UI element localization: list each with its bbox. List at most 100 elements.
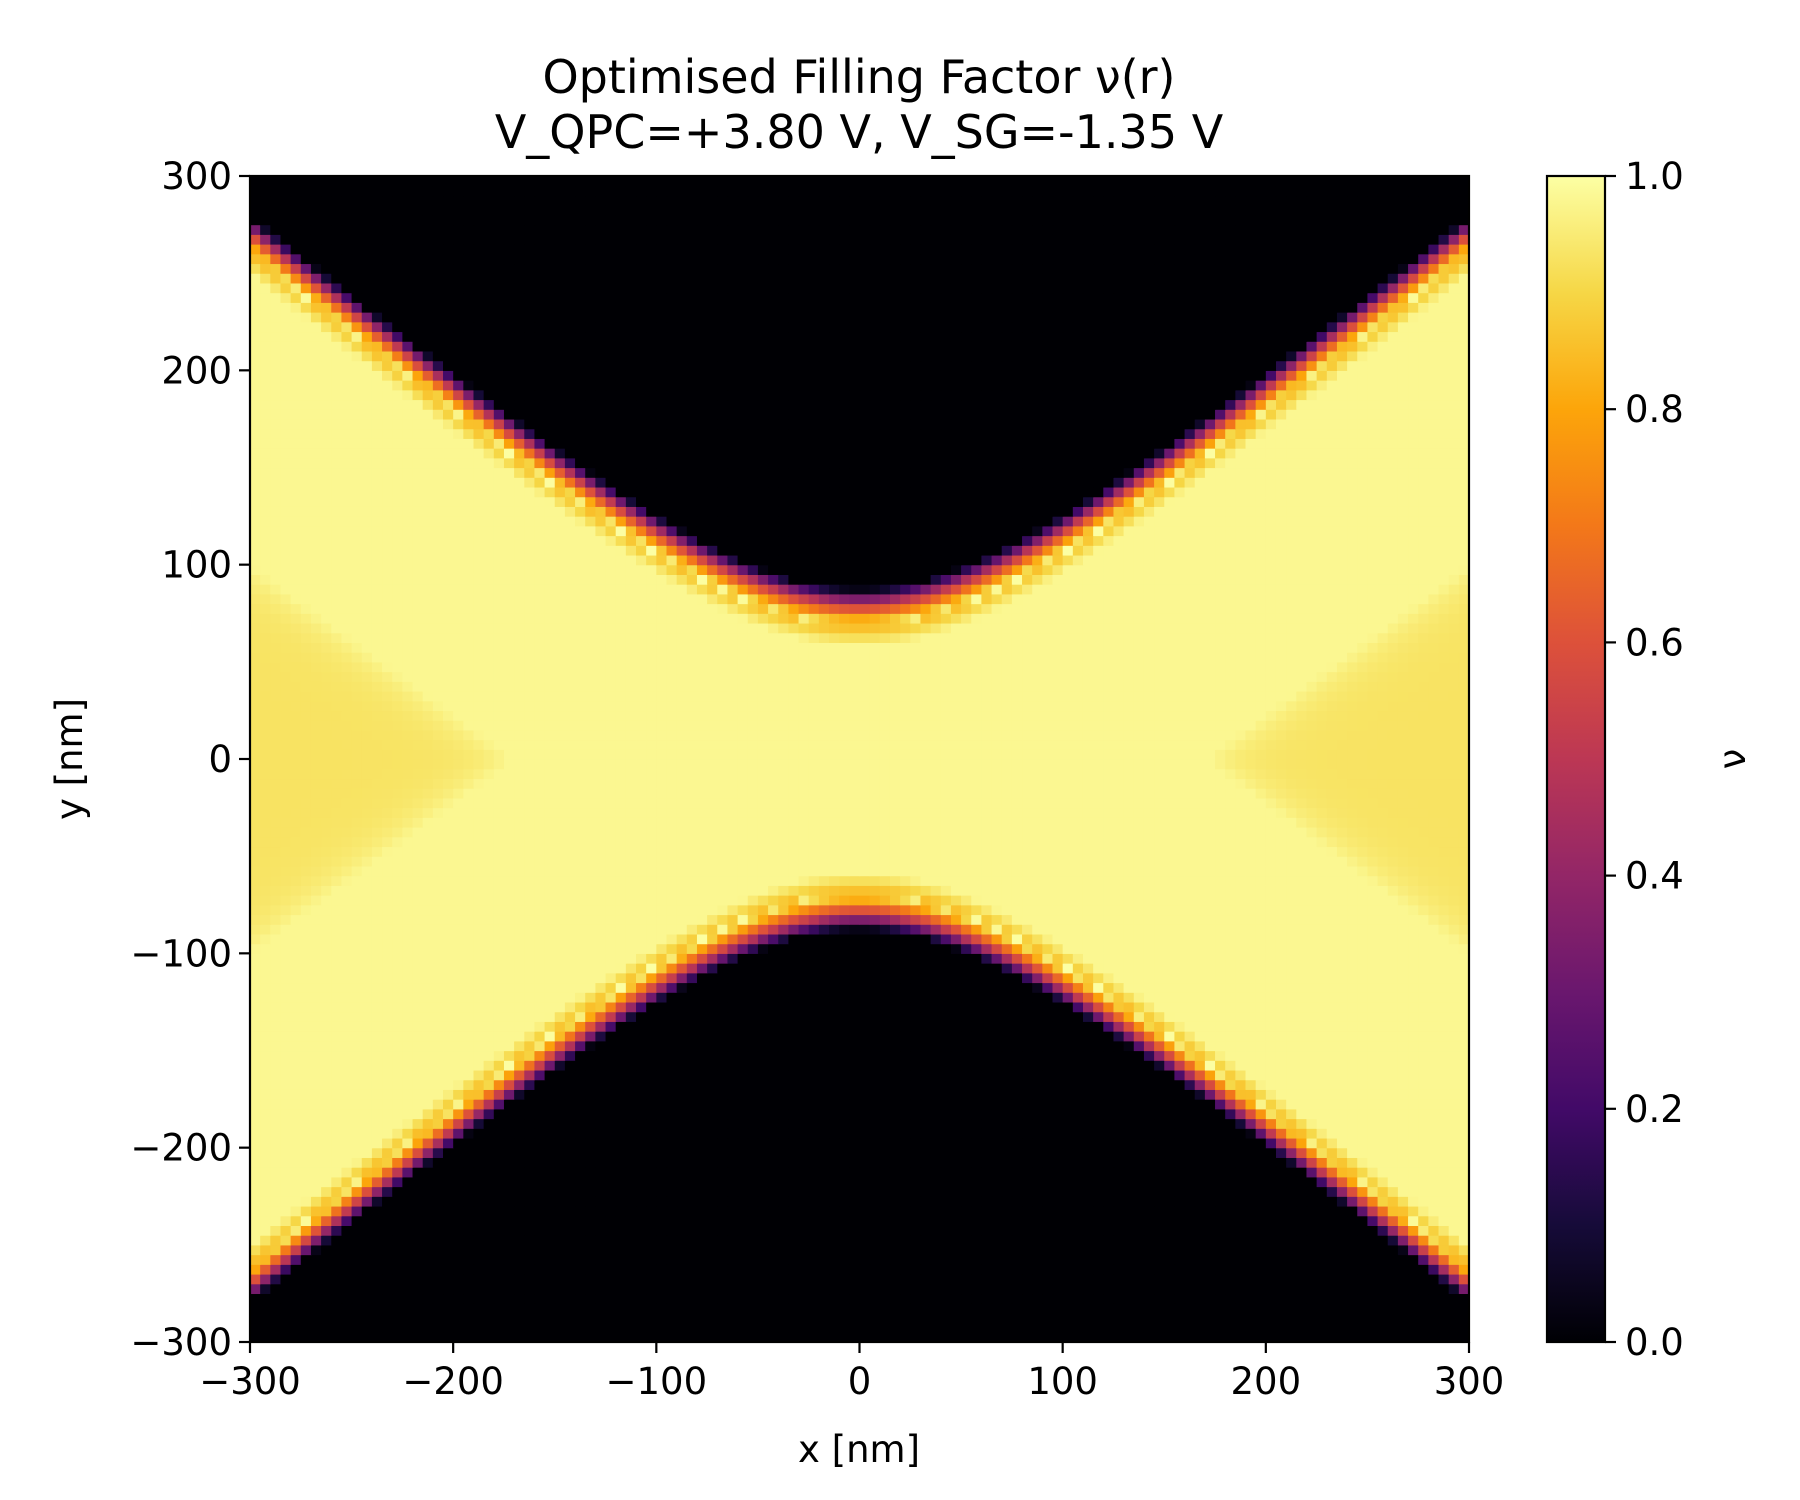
heatmap-cell [1113, 943, 1125, 954]
heatmap-cell [1286, 1128, 1297, 1139]
heatmap-cell [503, 1273, 515, 1285]
heatmap-cell [1265, 1254, 1277, 1265]
heatmap-cell [1164, 1225, 1176, 1236]
heatmap-cell [1174, 1011, 1186, 1022]
heatmap-cell [625, 1186, 637, 1197]
heatmap-cell [1286, 943, 1297, 954]
heatmap-cell [1316, 1147, 1328, 1158]
heatmap-cell [818, 1089, 830, 1100]
heatmap-cell [300, 1157, 312, 1168]
heatmap-cell [778, 1031, 789, 1042]
heatmap-cell [636, 943, 647, 954]
heatmap-cell [1306, 1196, 1318, 1207]
heatmap-cell [361, 1235, 373, 1246]
heatmap-cell [412, 1283, 424, 1295]
heatmap-cell [382, 1186, 393, 1197]
heatmap-cell [1052, 1186, 1064, 1197]
heatmap-cell [1042, 1254, 1054, 1265]
heatmap-cell [737, 1118, 749, 1129]
heatmap-cell [1387, 1069, 1399, 1081]
heatmap-cell [280, 1215, 292, 1226]
heatmap-cell [443, 1001, 454, 1013]
heatmap-cell [463, 982, 475, 993]
heatmap-cell [1235, 1167, 1247, 1178]
heatmap-cell [1011, 1021, 1023, 1032]
heatmap-cell [1011, 963, 1023, 974]
heatmap-cell [768, 1040, 779, 1052]
heatmap-cell [422, 1205, 434, 1217]
heatmap-cell [1164, 1137, 1176, 1149]
heatmap-cell [981, 1244, 993, 1256]
heatmap-cell [1316, 1099, 1328, 1110]
heatmap-cell [961, 1312, 972, 1324]
heatmap-cell [1052, 1147, 1064, 1158]
heatmap-cell [392, 972, 403, 984]
heatmap-cell [717, 992, 729, 1003]
heatmap-cell [321, 1225, 332, 1236]
heatmap-cell [341, 1264, 353, 1275]
heatmap-cell [666, 1176, 678, 1188]
heatmap-cell [920, 1108, 932, 1120]
heatmap-cell [1418, 1157, 1429, 1168]
heatmap-cell [321, 1264, 332, 1275]
heatmap-cell [371, 1021, 383, 1032]
heatmap-cell [493, 1264, 505, 1275]
heatmap-cell [1418, 1147, 1429, 1158]
heatmap-cell [575, 1157, 586, 1168]
heatmap-cell [829, 1186, 840, 1197]
heatmap-cell [1011, 1089, 1023, 1100]
heatmap-cell [1082, 1293, 1094, 1304]
heatmap-cell [1306, 1283, 1318, 1295]
heatmap-cell [737, 1147, 749, 1158]
heatmap-cell [544, 1205, 556, 1217]
heatmap-cell [483, 1128, 495, 1139]
heatmap-cell [829, 1235, 840, 1246]
heatmap-cell [1184, 1186, 1196, 1197]
heatmap-cell [869, 1215, 881, 1226]
heatmap-cell [757, 1079, 769, 1090]
heatmap-cell [1072, 953, 1084, 964]
heatmap-cell [778, 943, 789, 954]
heatmap-cell [1133, 992, 1145, 1003]
heatmap-cell [361, 953, 373, 964]
heatmap-cell [1377, 1011, 1389, 1022]
heatmap-cell [321, 1021, 332, 1032]
heatmap-cell [981, 1108, 993, 1120]
heatmap-cell [707, 1205, 718, 1217]
heatmap-cell [1255, 972, 1267, 984]
heatmap-cell [544, 1303, 556, 1314]
heatmap-cell [585, 992, 596, 1003]
heatmap-cell [503, 943, 515, 954]
heatmap-cell [950, 963, 962, 974]
heatmap-cell [950, 933, 962, 945]
heatmap-cell [453, 1040, 464, 1052]
heatmap-cell [900, 1235, 911, 1246]
heatmap-cell [514, 1128, 525, 1139]
heatmap-cell [1022, 1322, 1033, 1333]
heatmap-cell [605, 1283, 617, 1295]
heatmap-cell [331, 1176, 343, 1188]
heatmap-cell [493, 1225, 505, 1236]
heatmap-cell [1357, 1021, 1369, 1032]
heatmap-cell [778, 972, 789, 984]
heatmap-cell [503, 1235, 515, 1246]
heatmap-cell [940, 1001, 952, 1013]
heatmap-cell [493, 1137, 505, 1149]
heatmap-cell [1326, 1254, 1338, 1265]
heatmap-cell [564, 1303, 576, 1314]
heatmap-cell [1397, 1293, 1409, 1304]
heatmap-cell [1408, 1303, 1419, 1314]
heatmap-cell [1133, 1312, 1145, 1324]
heatmap-cell [1428, 1167, 1440, 1178]
heatmap-cell [910, 1322, 922, 1333]
heatmap-cell [1377, 1040, 1389, 1052]
heatmap-cell [1377, 1205, 1389, 1217]
heatmap-cell [940, 1128, 952, 1139]
heatmap-cell [757, 992, 769, 1003]
heatmap-cell [717, 972, 729, 984]
heatmap-cell [1306, 1235, 1318, 1246]
heatmap-cell [1042, 1303, 1054, 1314]
heatmap-cell [1387, 1040, 1399, 1052]
heatmap-cell [778, 1225, 789, 1236]
heatmap-cell [1397, 1089, 1409, 1100]
